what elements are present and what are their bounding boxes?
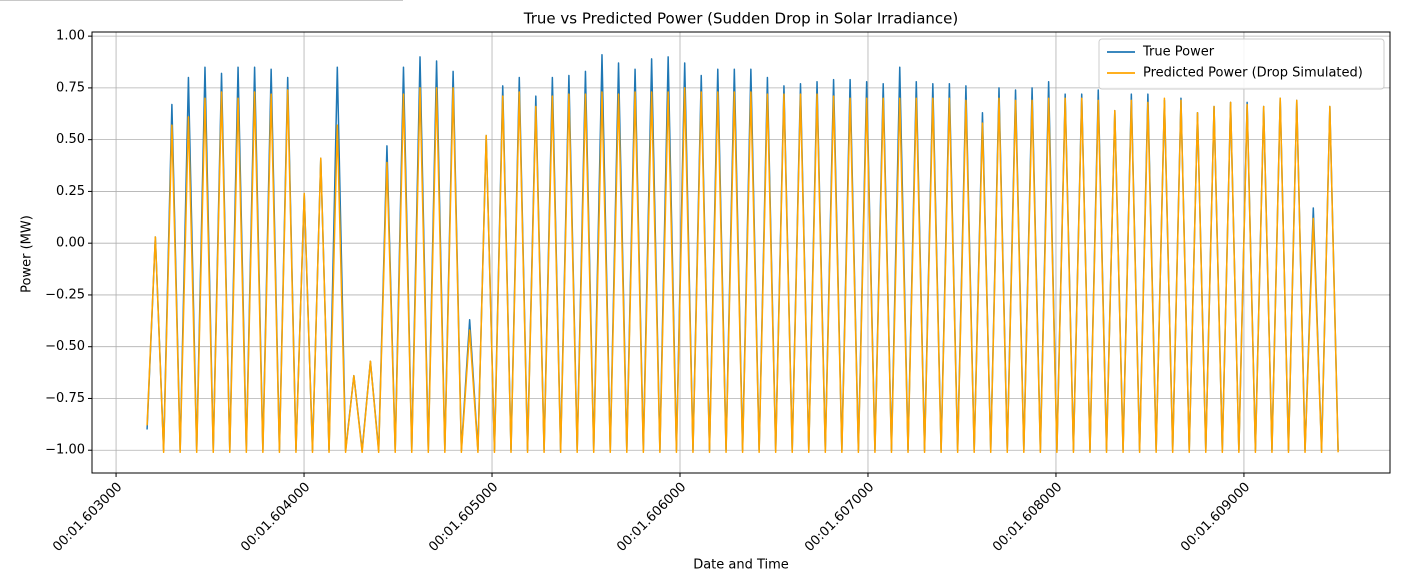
y-tick-label: −0.50 (45, 339, 85, 354)
y-tick-label: −0.25 (45, 287, 85, 302)
y-axis-label: Power (MW) (20, 215, 35, 293)
y-tick-label: −0.75 (45, 391, 85, 406)
x-tick-label: 00:01.607000 (802, 480, 877, 555)
y-tick-label: 0.75 (56, 80, 85, 95)
y-tick-label: −1.00 (45, 443, 85, 458)
x-tick-label: 00:01.605000 (426, 480, 501, 555)
series-line (146, 87, 1339, 454)
plot-frame (91, 31, 1391, 474)
x-tick-label: 00:01.609000 (1178, 480, 1253, 555)
y-tick-label: 0.00 (56, 236, 85, 251)
x-tick-label: 00:01.604000 (238, 480, 313, 555)
y-tick-label: 0.25 (56, 184, 85, 199)
x-tick-label: 00:01.608000 (990, 480, 1065, 555)
x-tick-label: 00:01.603000 (50, 480, 125, 555)
chart-title: True vs Predicted Power (Sudden Drop in … (523, 10, 959, 28)
y-tick-label: 1.00 (56, 29, 85, 44)
legend-label: True Power (1142, 45, 1215, 60)
series-line (146, 54, 1339, 451)
y-tick-label: 0.50 (56, 132, 85, 147)
x-tick-label: 00:01.606000 (614, 480, 689, 555)
legend: True Power Predicted Power (Drop Simulate… (1098, 38, 1385, 90)
x-axis-label: Date and Time (693, 558, 789, 570)
legend-label: Predicted Power (Drop Simulated) (1143, 66, 1363, 81)
legend-box (1098, 38, 1385, 90)
